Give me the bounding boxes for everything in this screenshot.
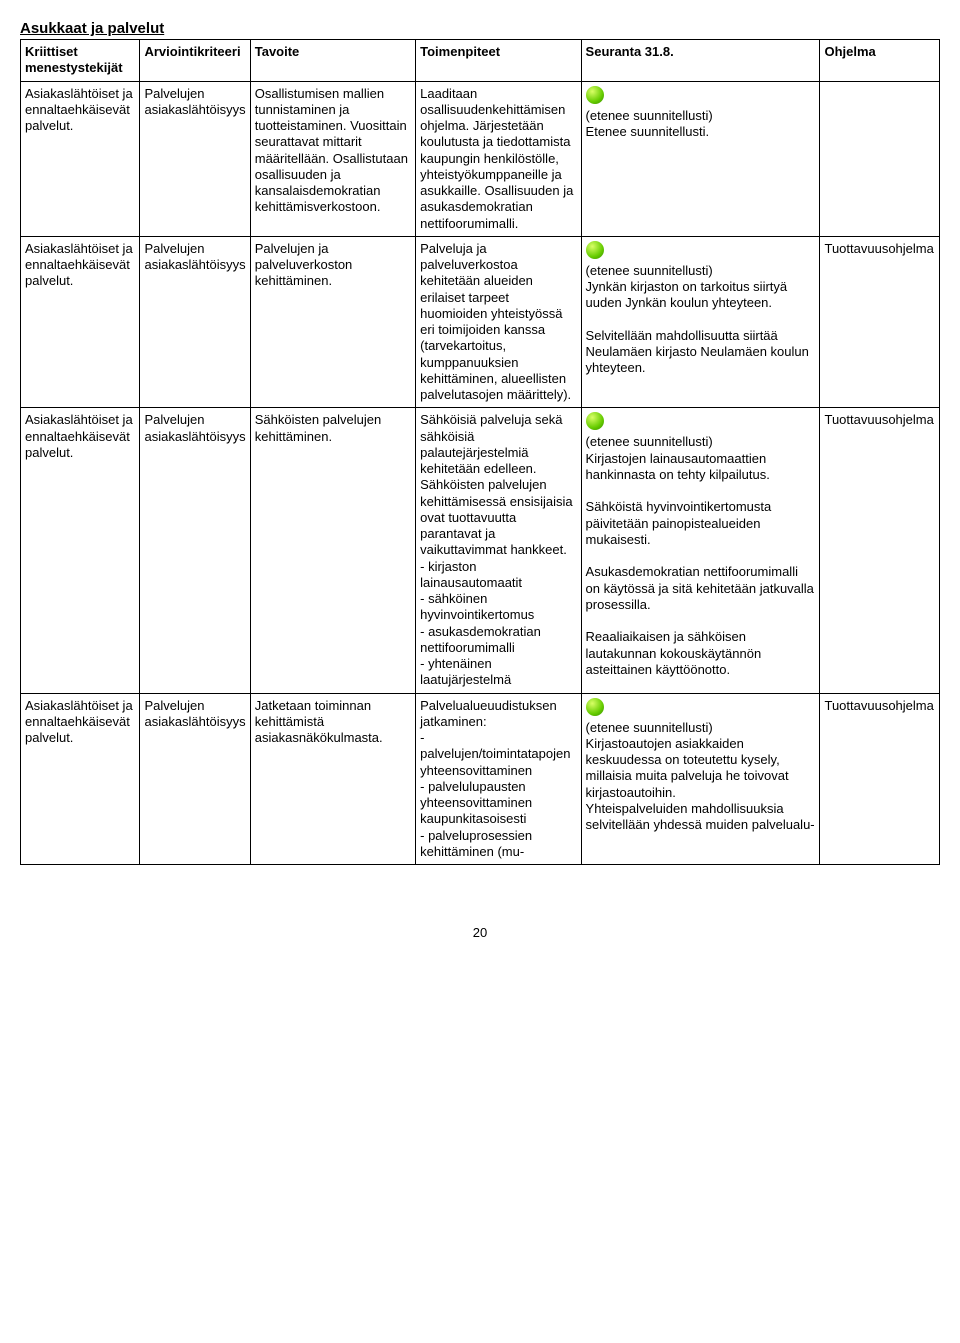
cell-arviointi: Palvelujen asiakaslähtöisyys: [140, 81, 250, 236]
page-number: 20: [20, 925, 940, 940]
status-dot-icon: [586, 412, 604, 430]
section-title: Asukkaat ja palvelut: [20, 20, 940, 37]
cell-seuranta: (etenee suunnitellusti) Kirjastoautojen …: [581, 693, 820, 865]
cell-ohjelma: Tuottavuusohjelma: [820, 693, 940, 865]
cell-toimenpiteet: Sähköisiä palveluja sekä sähköisiä palau…: [416, 408, 581, 693]
table-row: Asiakaslähtöiset ja ennaltaehkäisevät pa…: [21, 236, 940, 408]
cell-tavoite: Palvelujen ja palveluverkoston kehittämi…: [250, 236, 415, 408]
status-text: (etenee suunnitellusti) Kirjastoautojen …: [586, 720, 816, 834]
cell-arviointi: Palvelujen asiakaslähtöisyys: [140, 408, 250, 693]
cell-ohjelma: [820, 81, 940, 236]
cell-toimenpiteet: Palvelualueuudistuksen jatkaminen: - pal…: [416, 693, 581, 865]
status-text: (etenee suunnitellusti) Jynkän kirjaston…: [586, 263, 816, 377]
status-text: (etenee suunnitellusti) Kirjastojen lain…: [586, 434, 816, 678]
cell-seuranta: (etenee suunnitellusti) Kirjastojen lain…: [581, 408, 820, 693]
col-header: Toimenpiteet: [416, 40, 581, 82]
table-row: Asiakaslähtöiset ja ennaltaehkäisevät pa…: [21, 693, 940, 865]
cell-toimenpiteet: Palveluja ja palveluverkostoa kehitetään…: [416, 236, 581, 408]
table-row: Asiakaslähtöiset ja ennaltaehkäisevät pa…: [21, 81, 940, 236]
cell-tavoite: Sähköisten palvelujen kehittäminen.: [250, 408, 415, 693]
col-header: Kriittiset menestystekijät: [21, 40, 140, 82]
cell-kriittiset: Asiakaslähtöiset ja ennaltaehkäisevät pa…: [21, 408, 140, 693]
cell-tavoite: Osallistumisen mallien tunnistaminen ja …: [250, 81, 415, 236]
status-dot-icon: [586, 698, 604, 716]
col-header: Seuranta 31.8.: [581, 40, 820, 82]
status-dot-icon: [586, 86, 604, 104]
cell-kriittiset: Asiakaslähtöiset ja ennaltaehkäisevät pa…: [21, 693, 140, 865]
col-header: Arviointikriteeri: [140, 40, 250, 82]
cell-arviointi: Palvelujen asiakaslähtöisyys: [140, 236, 250, 408]
header-row: Kriittiset menestystekijät Arviointikrit…: [21, 40, 940, 82]
cell-seuranta: (etenee suunnitellusti) Jynkän kirjaston…: [581, 236, 820, 408]
cell-arviointi: Palvelujen asiakaslähtöisyys: [140, 693, 250, 865]
cell-toimenpiteet: Laaditaan osallisuudenkehittämisen ohjel…: [416, 81, 581, 236]
cell-kriittiset: Asiakaslähtöiset ja ennaltaehkäisevät pa…: [21, 81, 140, 236]
data-table: Kriittiset menestystekijät Arviointikrit…: [20, 39, 940, 865]
cell-ohjelma: Tuottavuusohjelma: [820, 408, 940, 693]
cell-tavoite: Jatketaan toiminnan kehittämistä asiakas…: [250, 693, 415, 865]
table-row: Asiakaslähtöiset ja ennaltaehkäisevät pa…: [21, 408, 940, 693]
status-text: (etenee suunnitellusti) Etenee suunnitel…: [586, 108, 816, 141]
cell-kriittiset: Asiakaslähtöiset ja ennaltaehkäisevät pa…: [21, 236, 140, 408]
status-dot-icon: [586, 241, 604, 259]
cell-ohjelma: Tuottavuusohjelma: [820, 236, 940, 408]
col-header: Tavoite: [250, 40, 415, 82]
col-header: Ohjelma: [820, 40, 940, 82]
cell-seuranta: (etenee suunnitellusti) Etenee suunnitel…: [581, 81, 820, 236]
